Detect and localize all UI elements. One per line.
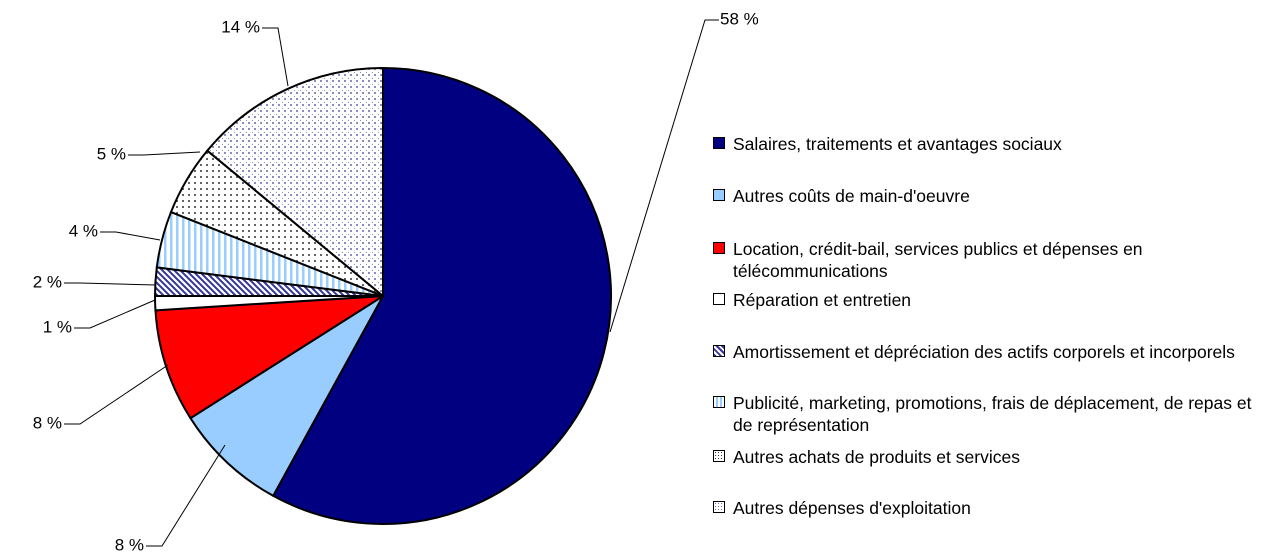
leader-line xyxy=(146,444,226,547)
legend-item: Publicité, marketing, promotions, frais … xyxy=(713,392,1261,436)
leader-line xyxy=(64,364,169,425)
legend-swatch xyxy=(713,242,725,254)
legend-label: Réparation et entretien xyxy=(733,290,912,310)
leader-line xyxy=(609,19,719,333)
legend-label: Location, crédit-bail, services publics … xyxy=(733,239,1143,281)
leader-line xyxy=(100,231,161,241)
legend-item: Salaires, traitements et avantages socia… xyxy=(713,133,1261,155)
leader-line xyxy=(128,151,201,156)
legend-item: Réparation et entretien xyxy=(713,289,1261,311)
legend-label: Publicité, marketing, promotions, frais … xyxy=(733,393,1252,435)
data-label: 2 % xyxy=(33,272,62,291)
legend-item: Autres coûts de main-d'oeuvre xyxy=(713,185,1261,207)
legend-item: Autres dépenses d'exploitation xyxy=(713,497,1261,519)
legend-item: Location, crédit-bail, services publics … xyxy=(713,238,1261,282)
pie-slice xyxy=(271,66,612,525)
legend-item: Autres achats de produits et services xyxy=(713,446,1261,468)
legend-swatch xyxy=(713,501,725,513)
data-label: 58 % xyxy=(720,9,759,28)
legend-label: Autres achats de produits et services xyxy=(733,447,1020,467)
legend-item: Amortissement et dépréciation des actifs… xyxy=(713,341,1261,363)
leader-line xyxy=(262,27,289,87)
data-label: 5 % xyxy=(97,144,126,163)
legend-swatch xyxy=(713,189,725,201)
data-label: 14 % xyxy=(221,17,260,36)
legend-label: Autres coûts de main-d'oeuvre xyxy=(733,186,970,206)
data-label: 8 % xyxy=(115,535,144,554)
leader-line xyxy=(74,299,156,329)
pie-slice xyxy=(205,66,384,299)
legend-label: Salaires, traitements et avantages socia… xyxy=(733,134,1062,154)
legend-swatch xyxy=(713,293,725,305)
data-label: 1 % xyxy=(43,317,72,336)
data-label: 4 % xyxy=(69,221,98,240)
legend-swatch xyxy=(713,137,725,149)
legend-swatch xyxy=(713,450,725,462)
legend-label: Amortissement et dépréciation des actifs… xyxy=(733,342,1235,362)
legend-label: Autres dépenses d'exploitation xyxy=(733,498,971,518)
pie-slice xyxy=(189,295,384,498)
legend-swatch xyxy=(713,345,725,357)
leader-line xyxy=(64,282,156,286)
legend-swatch xyxy=(713,396,725,408)
data-label: 8 % xyxy=(33,413,62,432)
